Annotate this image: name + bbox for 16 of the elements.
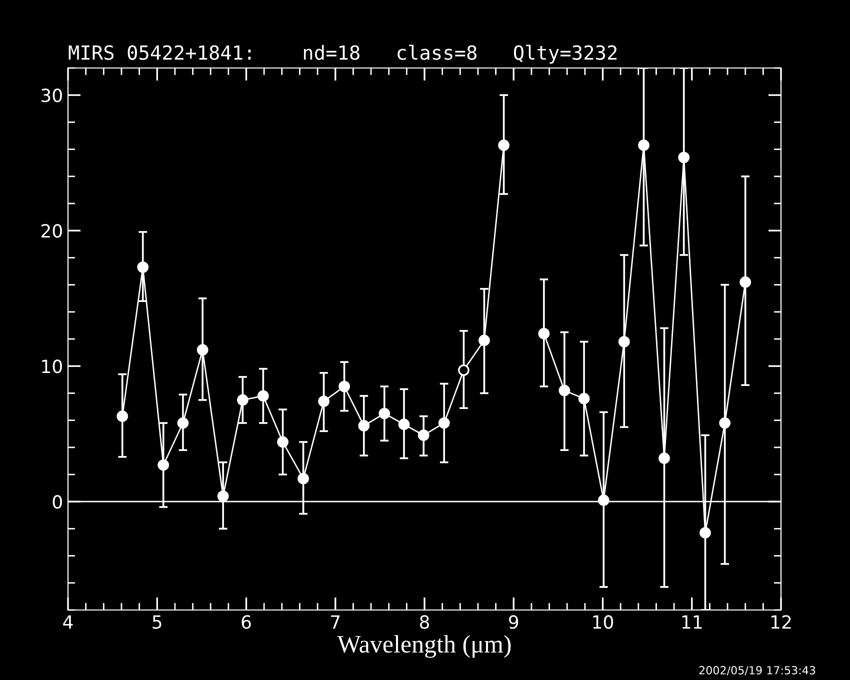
x-tick-label: 5 — [152, 615, 162, 629]
x-tick-label: 7 — [331, 615, 340, 629]
x-tick-label: 6 — [242, 615, 251, 629]
text: 2002/05/19 17:53:43 — [699, 666, 816, 676]
chart-title: MIRS 05422+1841: nd=18 class=8 Qlty=3232 — [68, 44, 617, 64]
x-tick-label: 12 — [771, 615, 791, 629]
x-axis-title: Wavelength (μm) — [337, 635, 511, 658]
y-tick-label: 10 — [42, 360, 62, 374]
x-tick-label: 8 — [420, 615, 430, 629]
y-tick-label: 0 — [52, 495, 62, 509]
x-tick-label: 9 — [509, 615, 518, 629]
x-tick-label: 4 — [63, 615, 73, 629]
x-tick-label: 10 — [593, 615, 614, 629]
x-tick-label: 11 — [682, 615, 702, 629]
y-tick-label: 30 — [42, 88, 62, 102]
y-tick-label: 20 — [41, 224, 62, 238]
